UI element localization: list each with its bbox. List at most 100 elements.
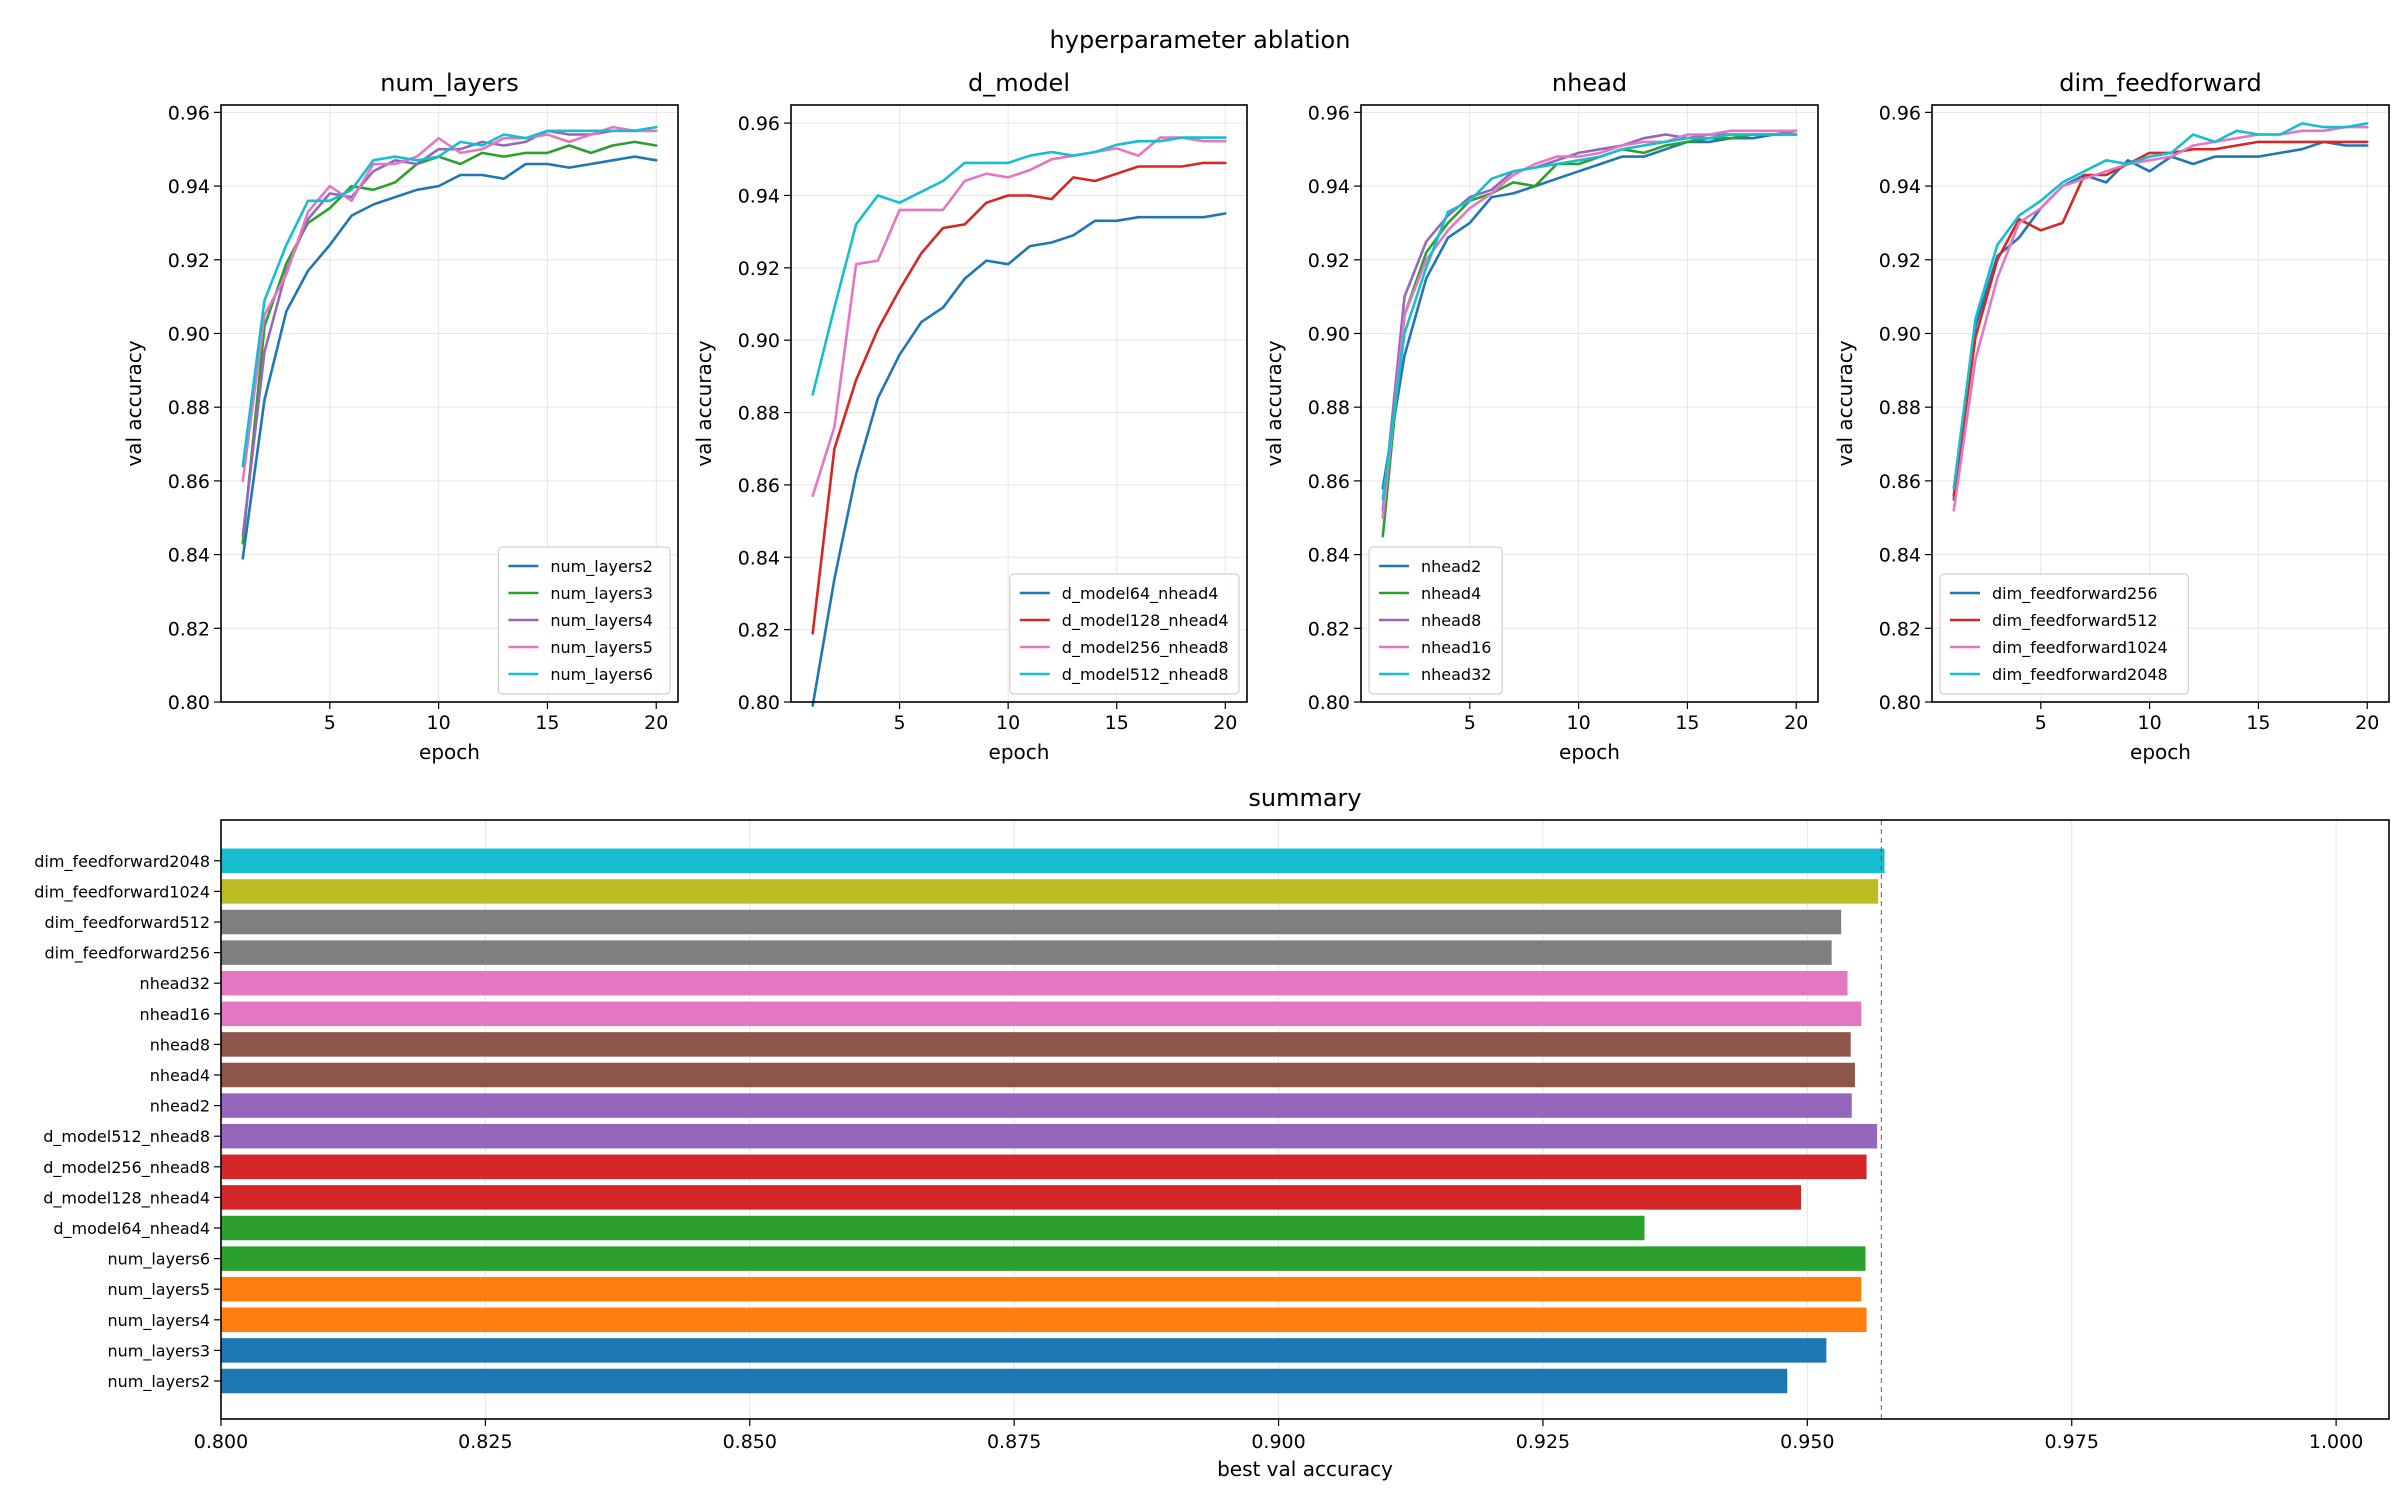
- bar-dim_feedforward256: [221, 940, 1832, 965]
- plots-layer: 5 10 15 20 0.80 0.82 0.84 0.86 0.88 0.90 0.92 0.94 0…: [34, 69, 2390, 1481]
- category-label: num_layers5: [107, 1280, 210, 1300]
- y-tick-label: 0.80: [1308, 692, 1350, 714]
- y-axis-label: val accuracy: [692, 340, 716, 466]
- bar-d_model512_nhead8: [221, 1123, 1878, 1149]
- x-tick-label: 20: [2355, 712, 2379, 734]
- y-tick-label: 0.82: [738, 620, 780, 642]
- legend-label: nhead16: [1421, 638, 1491, 657]
- legend-box: [1939, 573, 2189, 695]
- y-tick-label: 0.88: [168, 397, 210, 419]
- legend-box: [1009, 573, 1240, 695]
- series-line-num_layers3: [241, 140, 658, 545]
- legend-label: nhead8: [1421, 611, 1481, 630]
- x-tick-label: 20: [1784, 712, 1808, 734]
- y-tick-label: 0.86: [738, 475, 780, 497]
- category-label: num_layers6: [107, 1250, 210, 1270]
- y-axis-label: val accuracy: [1262, 340, 1286, 466]
- y-tick-label: 0.92: [738, 258, 780, 280]
- bar-nhead16: [221, 1001, 1862, 1027]
- legend: d_model64_nhead4 d_model128_nhead4 d_model…: [1009, 573, 1240, 695]
- series-line-nhead16: [1381, 129, 1798, 520]
- figure-title: hyperparameter ablation: [1050, 26, 1351, 54]
- category-label: dim_feedforward1024: [34, 882, 210, 902]
- y-tick-label: 0.92: [1308, 250, 1350, 272]
- legend: num_layers2 num_layers3 num_layers4 num_lay…: [497, 546, 671, 695]
- axes-frame: [1360, 104, 1819, 703]
- category-label: dim_feedforward256: [44, 944, 210, 964]
- category-label: d_model128_nhead4: [43, 1188, 210, 1208]
- x-tick-label: 5: [894, 712, 906, 734]
- axes-frame: [220, 104, 679, 703]
- series-line-num_layers2: [241, 155, 658, 560]
- legend-label: d_model128_nhead4: [1062, 611, 1229, 631]
- category-label: nhead16: [140, 1005, 210, 1024]
- y-tick-label: 0.94: [168, 176, 210, 198]
- legend: dim_feedforward256 dim_feedforward512 dim_…: [1939, 573, 2189, 695]
- y-tick-label: 0.90: [168, 323, 210, 345]
- bar-num_layers6: [221, 1246, 1866, 1271]
- y-tick-label: 0.90: [1308, 323, 1350, 345]
- bar-dim_feedforward2048: [221, 848, 1885, 874]
- x-tick-label: 15: [1675, 712, 1699, 734]
- legend-label: num_layers2: [550, 557, 653, 577]
- legend-box: [497, 546, 671, 695]
- axes-frame: [1931, 104, 2390, 703]
- y-tick-label: 0.86: [1879, 471, 1921, 493]
- category-label: dim_feedforward512: [44, 913, 210, 933]
- y-tick-label: 0.92: [168, 250, 210, 272]
- bar-nhead4: [221, 1062, 1855, 1088]
- x-axis-label: epoch: [419, 740, 480, 764]
- x-tick-label: 0.900: [1251, 1431, 1305, 1453]
- x-tick-label: 0.875: [987, 1431, 1041, 1453]
- category-label: nhead2: [150, 1097, 210, 1116]
- series-line-dim_feedforward2048: [1952, 122, 2369, 490]
- category-label: num_layers2: [107, 1372, 210, 1392]
- legend-label: dim_feedforward512: [1992, 611, 2158, 631]
- x-tick-label: 5: [324, 712, 336, 734]
- x-tick-label: 10: [996, 712, 1020, 734]
- y-tick-label: 0.82: [168, 618, 210, 640]
- category-label: d_model256_nhead8: [43, 1158, 210, 1178]
- x-tick-label: 0.800: [194, 1431, 248, 1453]
- legend-label: num_layers5: [550, 638, 653, 658]
- bar-nhead32: [221, 970, 1848, 996]
- y-tick-label: 0.86: [1308, 471, 1350, 493]
- y-tick-label: 0.96: [168, 102, 210, 124]
- legend-label: num_layers4: [550, 611, 653, 631]
- legend-label: nhead2: [1421, 557, 1481, 576]
- x-tick-label: 15: [1105, 712, 1129, 734]
- bar-nhead2: [221, 1093, 1852, 1118]
- x-tick-label: 0.975: [2045, 1431, 2099, 1453]
- x-axis-label: epoch: [989, 740, 1050, 764]
- series-line-dim_feedforward256: [1952, 140, 2369, 501]
- bar-d_model128_nhead4: [221, 1185, 1801, 1210]
- category-label: num_layers4: [107, 1311, 210, 1331]
- series-line-d_model64_nhead4: [811, 212, 1227, 707]
- panel-title: d_model: [968, 69, 1070, 97]
- bar-d_model64_nhead4: [221, 1215, 1645, 1241]
- category-label: num_layers3: [107, 1341, 210, 1361]
- y-tick-label: 0.96: [738, 113, 780, 135]
- bar-num_layers2: [221, 1368, 1788, 1394]
- series-line-nhead4: [1381, 133, 1798, 538]
- legend-label: d_model64_nhead4: [1062, 584, 1219, 604]
- bar-num_layers5: [221, 1276, 1862, 1302]
- y-tick-label: 0.90: [1879, 323, 1921, 345]
- x-tick-label: 0.850: [723, 1431, 777, 1453]
- y-tick-label: 0.88: [1879, 397, 1921, 419]
- category-label: d_model512_nhead8: [43, 1127, 210, 1147]
- category-label: nhead8: [150, 1035, 210, 1054]
- legend-label: num_layers6: [550, 665, 653, 685]
- bar-num_layers3: [221, 1338, 1827, 1363]
- x-tick-label: 20: [1213, 712, 1237, 734]
- x-tick-label: 15: [535, 712, 559, 734]
- y-tick-label: 0.84: [1879, 545, 1921, 567]
- y-tick-label: 0.94: [1879, 176, 1921, 198]
- panel-dim-feedforward: 5 10 15 20 0.80 0.82 0.84 0.86 0.88 0.90 0.92 0.94 0…: [1833, 69, 2390, 764]
- legend-label: d_model512_nhead8: [1062, 665, 1229, 685]
- x-axis-label: best val accuracy: [1217, 1457, 1393, 1481]
- legend-label: nhead4: [1421, 584, 1481, 603]
- panel-num-layers: 5 10 15 20 0.80 0.82 0.84 0.86 0.88 0.90 0.92 0.94 0…: [122, 69, 679, 764]
- x-tick-label: 0.925: [1516, 1431, 1570, 1453]
